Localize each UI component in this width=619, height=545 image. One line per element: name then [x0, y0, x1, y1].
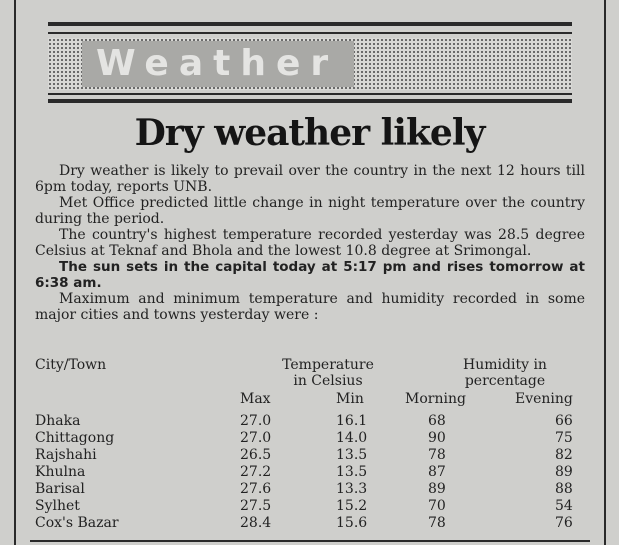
paragraph: Dry weather is likely to prevail over th…	[35, 163, 585, 195]
subheader-morning: Morning	[405, 391, 466, 407]
cell-morning: 87	[428, 464, 446, 480]
banner-rule-thick	[48, 99, 572, 103]
cell-max: 28.4	[240, 515, 272, 531]
cell-min: 14.0	[336, 430, 368, 446]
cell-min: 13.3	[336, 481, 368, 497]
cell-min: 13.5	[336, 464, 368, 480]
table-row: Dhaka 27.0 16.1 68 66	[35, 413, 585, 429]
cell-morning: 78	[428, 447, 446, 463]
cell-evening: 76	[555, 515, 573, 531]
cell-evening: 88	[555, 481, 573, 497]
cell-min: 15.2	[336, 498, 368, 514]
table-row: Sylhet 27.5 15.2 70 54	[35, 498, 585, 514]
cell-morning: 78	[428, 515, 446, 531]
cell-max: 27.5	[240, 498, 272, 514]
cell-max: 27.6	[240, 481, 272, 497]
headline: Dry weather likely	[134, 112, 486, 154]
banner-rule-thin	[48, 93, 572, 95]
paragraph-sunset: The sun sets in the capital today at 5:1…	[35, 259, 585, 291]
subheader-min: Min	[336, 391, 364, 407]
cell-min: 16.1	[336, 413, 368, 429]
cell-evening: 75	[555, 430, 573, 446]
subheader-max: Max	[240, 391, 271, 407]
cell-evening: 82	[555, 447, 573, 463]
table-row: Cox's Bazar 28.4 15.6 78 76	[35, 515, 585, 531]
header-humidity: Humidity in percentage	[445, 357, 565, 389]
cell-max: 27.2	[240, 464, 272, 480]
cell-city: Dhaka	[35, 413, 81, 429]
cell-morning: 68	[428, 413, 446, 429]
paragraph: Maximum and minimum temperature and humi…	[35, 291, 585, 323]
table-row: Barisal 27.6 13.3 89 88	[35, 481, 585, 497]
cell-city: Rajshahi	[35, 447, 97, 463]
table-row: Khulna 27.2 13.5 87 89	[35, 464, 585, 480]
cell-morning: 70	[428, 498, 446, 514]
header-humidity-line2: percentage	[464, 373, 546, 389]
header-humidity-line1: Humidity in	[463, 357, 547, 373]
cell-city: Chittagong	[35, 430, 115, 446]
cell-evening: 89	[555, 464, 573, 480]
cell-min: 13.5	[336, 447, 368, 463]
section-title: Weather	[82, 41, 354, 87]
paragraph: Met Office predicted little change in ni…	[35, 195, 585, 227]
paragraph: The country's highest temperature record…	[35, 227, 585, 259]
cell-morning: 89	[428, 481, 446, 497]
table-row: Chittagong 27.0 14.0 90 75	[35, 430, 585, 446]
article-body: Dry weather is likely to prevail over th…	[35, 163, 585, 323]
column-border-right	[604, 0, 606, 545]
header-temperature-line1: Temperature	[282, 357, 374, 373]
cell-min: 15.6	[336, 515, 368, 531]
cell-max: 26.5	[240, 447, 272, 463]
cell-evening: 66	[555, 413, 573, 429]
top-rule-thick	[48, 22, 572, 26]
column-border-left	[14, 0, 16, 545]
bottom-rule	[30, 540, 590, 542]
cell-city: Sylhet	[35, 498, 80, 514]
cell-max: 27.0	[240, 430, 272, 446]
header-city: City/Town	[35, 357, 107, 373]
cell-evening: 54	[555, 498, 573, 514]
cell-city: Khulna	[35, 464, 86, 480]
cell-city: Barisal	[35, 481, 85, 497]
header-temperature-line2: in Celsius	[293, 373, 363, 389]
cell-morning: 90	[428, 430, 446, 446]
subheader-evening: Evening	[515, 391, 573, 407]
header-temperature: Temperature in Celsius	[263, 357, 393, 389]
top-rule-thin	[48, 32, 572, 34]
cell-city: Cox's Bazar	[35, 515, 119, 531]
cell-max: 27.0	[240, 413, 272, 429]
table-row: Rajshahi 26.5 13.5 78 82	[35, 447, 585, 463]
